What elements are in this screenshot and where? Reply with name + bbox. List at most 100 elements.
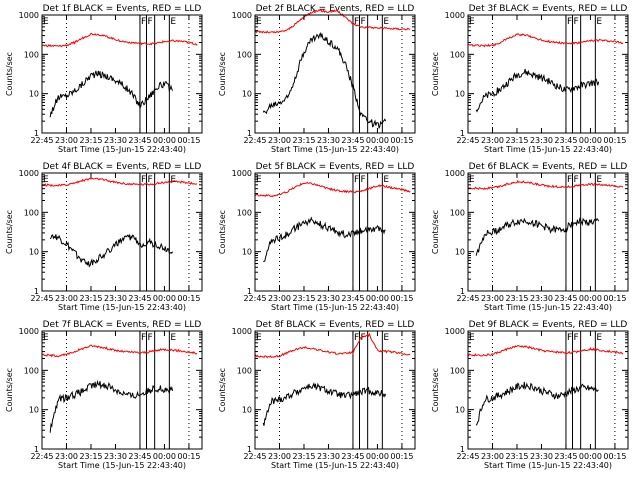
event-marker-label: E: [383, 333, 389, 343]
chart-title: Det 6f BLACK = Events, RED = LLD: [469, 162, 628, 172]
event-marker-label: E: [43, 175, 49, 185]
x-tick-label: 00:15: [390, 294, 413, 303]
x-tick-label: 22:45: [456, 294, 479, 303]
y-tick-label: 1000: [19, 11, 39, 20]
y-tick-label: 1000: [445, 11, 465, 20]
events-series-line: [49, 379, 174, 433]
x-tick-label: 00:15: [390, 136, 413, 145]
y-tick-label: 1000: [445, 327, 465, 336]
y-tick-label: 1: [247, 129, 252, 138]
x-tick-label: 23:00: [481, 294, 504, 303]
x-tick-label: 23:45: [128, 136, 151, 145]
x-tick-label: 23:30: [530, 452, 553, 461]
y-tick-label: 1: [34, 129, 39, 138]
chart-title: Det 7f BLACK = Events, RED = LLD: [43, 320, 202, 330]
x-axis-label: Start Time (15-Jun-15 22:43:40): [58, 145, 186, 154]
x-tick-label: 23:45: [128, 294, 151, 303]
x-tick-label: 23:45: [554, 452, 577, 461]
x-tick-label: 23:30: [104, 294, 127, 303]
y-tick-label: 1: [460, 287, 465, 296]
event-marker-label: E: [596, 17, 602, 27]
event-marker-label: F: [567, 17, 572, 27]
event-marker-label: F: [573, 333, 578, 343]
x-tick-label: 23:30: [317, 452, 340, 461]
x-axis-label: Start Time (15-Jun-15 22:43:40): [271, 303, 399, 312]
chart-title: Det 4f BLACK = Events, RED = LLD: [43, 162, 202, 172]
event-marker-label: F: [141, 333, 146, 343]
y-tick-label: 100: [237, 208, 252, 217]
x-axis-label: Start Time (15-Jun-15 22:43:40): [271, 461, 399, 470]
x-tick-label: 22:45: [456, 452, 479, 461]
chart-panel: Det 7f BLACK = Events, RED = LLD E F F E 1 10 1…: [5, 320, 203, 470]
chart-panel: Det 9f BLACK = Events, RED = LLD E F F E 1 10 1…: [431, 320, 629, 470]
y-tick-label: 1: [247, 445, 252, 454]
x-tick-label: 23:45: [341, 452, 364, 461]
event-marker-label: E: [170, 175, 176, 185]
x-tick-label: 00:00: [153, 294, 176, 303]
x-tick-label: 00:15: [390, 452, 413, 461]
y-tick-label: 10: [29, 248, 39, 257]
y-tick-label: 1000: [232, 11, 252, 20]
x-tick-label: 22:45: [456, 136, 479, 145]
event-marker-label: E: [256, 333, 262, 343]
y-tick-label: 100: [24, 366, 39, 375]
x-tick-label: 00:15: [177, 452, 200, 461]
plot-frame: [467, 14, 629, 134]
events-series-line: [475, 217, 600, 256]
x-tick-label: 00:00: [366, 452, 389, 461]
x-tick-label: 23:00: [55, 452, 78, 461]
x-tick-label: 00:15: [177, 294, 200, 303]
x-tick-label: 22:45: [243, 452, 266, 461]
plot-frame: [41, 172, 203, 292]
x-tick-label: 23:30: [317, 294, 340, 303]
plot-frame: [41, 330, 203, 450]
x-tick-label: 00:00: [579, 136, 602, 145]
x-tick-label: 23:15: [292, 136, 315, 145]
event-marker-label: E: [596, 333, 602, 343]
x-tick-label: 23:15: [505, 452, 528, 461]
x-axis-label: Start Time (15-Jun-15 22:43:40): [58, 303, 186, 312]
x-tick-label: 23:00: [55, 136, 78, 145]
y-axis-label: Counts/sec: [5, 210, 14, 254]
y-tick-label: 1: [460, 445, 465, 454]
y-tick-label: 10: [455, 248, 465, 257]
event-marker-label: F: [147, 333, 152, 343]
y-tick-label: 10: [242, 406, 252, 415]
x-axis-label: Start Time (15-Jun-15 22:43:40): [484, 145, 612, 154]
x-tick-label: 23:15: [79, 452, 102, 461]
chart-title: Det 8f BLACK = Events, RED = LLD: [256, 320, 415, 330]
events-series-line: [263, 216, 386, 262]
events-series-line: [475, 381, 599, 426]
y-tick-label: 10: [455, 406, 465, 415]
x-tick-label: 23:45: [554, 136, 577, 145]
event-marker-label: F: [354, 333, 359, 343]
event-marker-label: E: [383, 175, 389, 185]
event-marker-label: F: [141, 175, 146, 185]
lld-series-line: [467, 344, 624, 357]
event-marker-label: F: [573, 175, 578, 185]
x-tick-label: 23:45: [128, 452, 151, 461]
chart-title: Det 9f BLACK = Events, RED = LLD: [469, 320, 628, 330]
plot-frame: [467, 172, 629, 292]
y-tick-label: 1000: [232, 169, 252, 178]
y-axis-label: Counts/sec: [5, 368, 14, 412]
x-tick-label: 23:00: [481, 452, 504, 461]
plot-frame: [254, 330, 416, 450]
event-marker-label: E: [170, 17, 176, 27]
x-tick-label: 00:00: [366, 294, 389, 303]
x-tick-label: 22:45: [30, 294, 53, 303]
events-series-line: [262, 31, 387, 129]
x-tick-label: 00:00: [153, 136, 176, 145]
y-tick-label: 1000: [19, 169, 39, 178]
event-marker-label: F: [147, 175, 152, 185]
lld-series-line: [254, 9, 411, 34]
event-marker-label: E: [469, 175, 475, 185]
y-tick-label: 100: [24, 50, 39, 59]
x-tick-label: 00:15: [177, 136, 200, 145]
x-tick-label: 23:15: [505, 294, 528, 303]
y-tick-label: 1: [34, 445, 39, 454]
y-tick-label: 1: [247, 287, 252, 296]
event-marker-label: F: [360, 333, 365, 343]
x-tick-label: 00:00: [153, 452, 176, 461]
